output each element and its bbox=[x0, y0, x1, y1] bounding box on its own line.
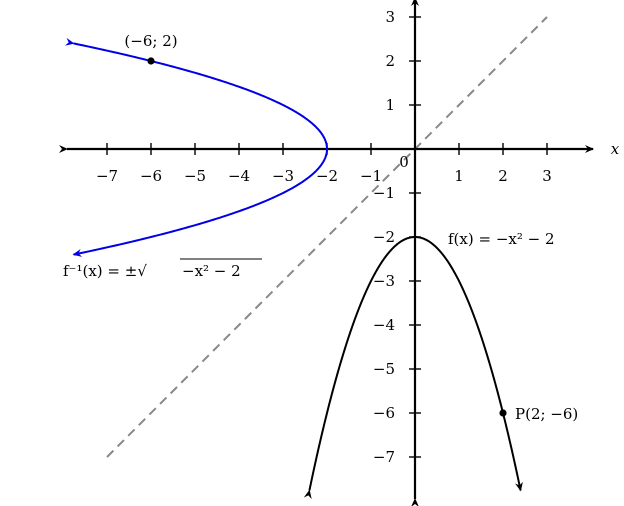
x-tick-label: 3 bbox=[542, 167, 552, 185]
point-label: P(2; −6) bbox=[515, 405, 578, 423]
origin-label: 0 bbox=[399, 153, 409, 171]
data-point bbox=[147, 57, 155, 65]
x-tick-label: −3 bbox=[272, 167, 294, 185]
x-tick-label: 1 bbox=[454, 167, 464, 185]
line-y-equals-x bbox=[106, 16, 548, 458]
x-tick-label: −5 bbox=[184, 167, 206, 185]
curve-labels: f(x) = −x² − 2 f⁻¹(x) = ±√ −x² − 2 bbox=[63, 230, 555, 280]
axes: x0 bbox=[59, 0, 620, 506]
x-tick-label: −1 bbox=[360, 167, 382, 185]
y-tick-label: −5 bbox=[373, 360, 395, 378]
data-point bbox=[499, 409, 507, 417]
curves bbox=[64, 37, 523, 500]
y-tick-label: 1 bbox=[385, 96, 395, 114]
f-inverse-label: f⁻¹(x) = ±√ bbox=[63, 262, 147, 280]
dashed-line-y-equals-x bbox=[106, 16, 548, 458]
y-tick-label: −6 bbox=[373, 404, 395, 422]
y-tick-label: −2 bbox=[373, 228, 395, 246]
y-tick-label: −1 bbox=[373, 184, 395, 202]
x-tick-label: −7 bbox=[96, 167, 118, 185]
x-tick-label: −4 bbox=[228, 167, 250, 185]
axis-ticks: −7 −6 −5 −4 −3 −2 −1 1 2 3 3 2 1 −1 −2 −3 −4 −5 −6 −7 bbox=[96, 8, 552, 466]
y-tick-label: −3 bbox=[373, 272, 395, 290]
f-inverse-radicand: −x² − 2 bbox=[182, 262, 241, 280]
x-tick-label: 2 bbox=[498, 167, 508, 185]
y-tick-label: −7 bbox=[373, 448, 395, 466]
y-tick-label: 2 bbox=[385, 52, 395, 70]
y-tick-label: −4 bbox=[373, 316, 395, 334]
x-axis-label: x bbox=[611, 140, 620, 158]
point-label: (−6; 2) bbox=[124, 32, 177, 50]
labelled-points: (−6; 2) P(2; −6) bbox=[124, 32, 578, 423]
x-tick-label: −2 bbox=[316, 167, 338, 185]
parabola-f bbox=[303, 235, 523, 500]
y-tick-label: 3 bbox=[385, 8, 395, 26]
f-label: f(x) = −x² − 2 bbox=[448, 230, 555, 248]
parabola-f-inverse bbox=[64, 37, 329, 257]
x-tick-label: −6 bbox=[140, 167, 162, 185]
